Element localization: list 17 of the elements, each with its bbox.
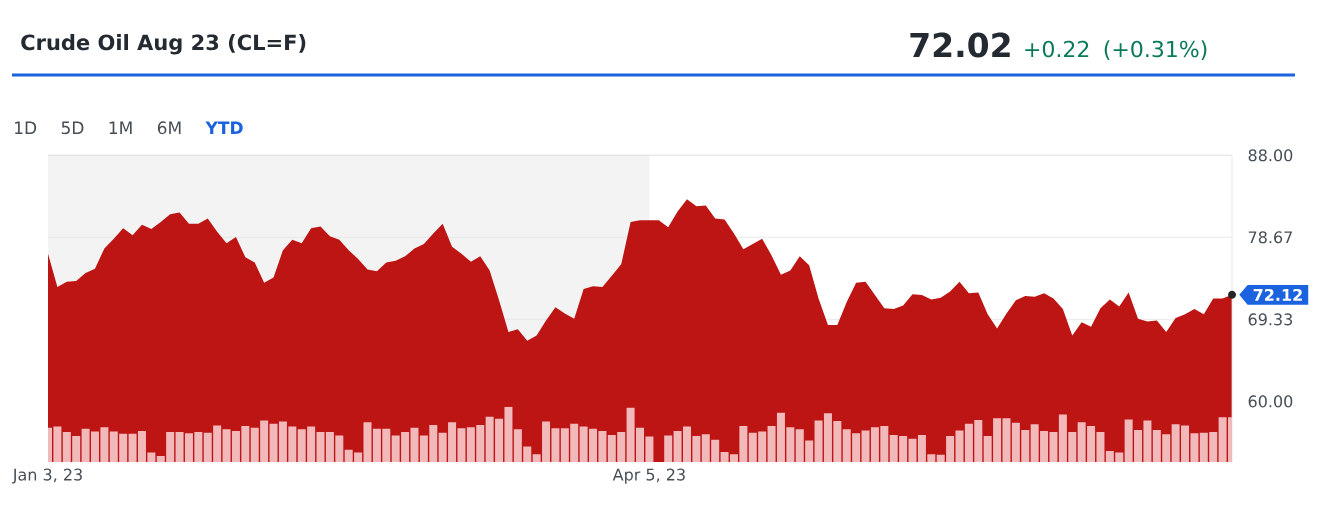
text: 1M xyxy=(109,121,132,134)
bar xyxy=(664,435,673,462)
x-tick-label: Jan 3, 23 xyxy=(11,468,82,484)
text: (+0.31%) xyxy=(1104,40,1207,60)
text: +0.22 xyxy=(1025,40,1089,58)
x-tick-label: Apr 5, 23 xyxy=(612,468,685,484)
chart-title: Crude Oil Aug 23 (CL=F) xyxy=(21,34,306,55)
y-tick-label: 88.00 xyxy=(1248,149,1293,162)
text: YTD xyxy=(205,121,243,134)
text: 72.02 xyxy=(910,32,1010,58)
text: 6M xyxy=(157,121,181,135)
text: 72.12 xyxy=(1253,288,1302,301)
text: 5D xyxy=(61,121,84,135)
y-tick-label: 78.67 xyxy=(1248,231,1292,244)
y-tick-label: 60.00 xyxy=(1248,395,1293,408)
y-tick-label: 69.33 xyxy=(1248,313,1293,326)
text: 1D xyxy=(15,121,37,134)
